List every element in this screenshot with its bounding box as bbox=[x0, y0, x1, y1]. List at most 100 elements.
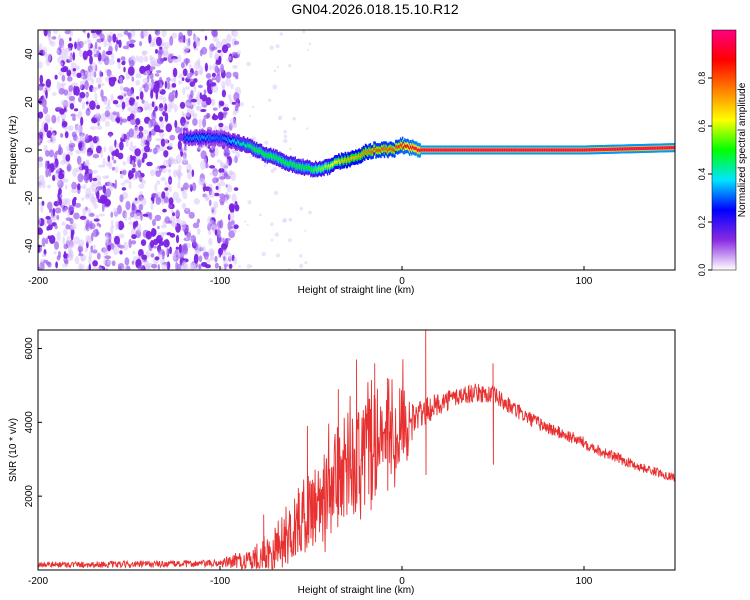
spectrogram-cell bbox=[267, 153, 270, 158]
spectrogram-noise-cell bbox=[51, 36, 57, 40]
spectrogram-noise-cell bbox=[142, 129, 149, 135]
spectrogram-noise-cell bbox=[113, 207, 119, 214]
spectrogram-noise-cell bbox=[215, 60, 222, 65]
x-tick-label: -200 bbox=[28, 276, 48, 287]
spectrogram-cell bbox=[342, 158, 344, 162]
spectrogram-noise-cell bbox=[68, 85, 74, 92]
spectrogram-noise-cell bbox=[52, 174, 56, 182]
spectrogram-noise-cell bbox=[163, 196, 169, 204]
spectrogram-noise-cell bbox=[219, 181, 226, 187]
spectrogram-noise-cell bbox=[98, 213, 105, 217]
spectrogram-noise-cell bbox=[45, 78, 52, 88]
spectrogram-noise-cell bbox=[175, 126, 181, 134]
spectrogram-cell bbox=[359, 154, 362, 158]
spectrogram-noise-cell bbox=[182, 86, 186, 96]
spectrogram-noise-cell bbox=[92, 153, 100, 159]
spectrogram-noise-cell bbox=[121, 92, 125, 96]
spectrogram-cell bbox=[363, 151, 365, 155]
spectrogram-cell bbox=[502, 148, 504, 152]
spectrogram-noise-cell bbox=[139, 91, 144, 100]
spectrogram-noise-cell bbox=[219, 201, 225, 206]
spectrogram-noise-cell bbox=[86, 49, 93, 57]
spectrogram-cell bbox=[206, 135, 209, 139]
spectrogram-noise-cell bbox=[142, 213, 149, 217]
spectrogram-trace bbox=[183, 129, 675, 178]
spectrogram-noise-cell bbox=[92, 249, 98, 254]
spectrogram-noise-cell bbox=[70, 113, 76, 117]
spectrogram-noise-cell bbox=[244, 220, 247, 223]
spectrogram-noise-cell bbox=[57, 115, 60, 123]
spectrogram-cell bbox=[304, 166, 306, 170]
spectrogram-noise-cell bbox=[131, 240, 137, 245]
spectrogram-noise-cell bbox=[304, 229, 307, 232]
x-tick-label: -200 bbox=[28, 576, 48, 587]
spectrogram-noise-cell bbox=[128, 216, 132, 221]
spectrogram-noise-cell bbox=[212, 107, 218, 111]
spectrogram-noise-cell bbox=[168, 92, 175, 102]
spectrogram-noise-cell bbox=[192, 118, 198, 126]
spectrogram-noise-cell bbox=[215, 73, 221, 84]
spectrogram-noise-cell bbox=[56, 214, 60, 220]
spectrogram-noise-cell bbox=[48, 149, 55, 158]
spectrogram-cell bbox=[333, 160, 336, 165]
y-tick-label: 20 bbox=[24, 96, 35, 108]
spectrogram-noise-cell bbox=[129, 39, 136, 43]
spectrogram-noise-cell bbox=[70, 62, 77, 69]
spectrogram-noise-cell bbox=[67, 43, 74, 49]
spectrogram-noise-cell bbox=[128, 128, 134, 138]
spectrogram-noise-cell bbox=[85, 165, 89, 174]
spectrogram-cell bbox=[443, 148, 445, 152]
spectrogram-noise-cell bbox=[179, 127, 183, 134]
spectrogram-noise-cell bbox=[288, 147, 292, 151]
spectrogram-noise-cell bbox=[222, 106, 230, 112]
spectrogram-noise-cell bbox=[99, 194, 107, 204]
spectrogram-noise-cell bbox=[136, 223, 142, 233]
spectrogram-noise-cell bbox=[225, 103, 229, 108]
spectrogram-noise-cell bbox=[68, 144, 74, 152]
spectrogram-cell bbox=[224, 136, 226, 141]
spectrogram-noise-cell bbox=[178, 80, 183, 85]
colorbar-tick-label: 0.2 bbox=[697, 216, 707, 229]
spectrogram-noise-cell bbox=[79, 49, 83, 58]
spectrogram-noise-cell bbox=[189, 184, 193, 189]
spectrogram-noise-cell bbox=[128, 43, 135, 48]
spectrogram-noise-cell bbox=[72, 51, 76, 61]
spectrogram-noise-cell bbox=[110, 243, 115, 250]
spectrogram-noise-cell bbox=[174, 93, 177, 99]
spectrogram-noise-cell bbox=[134, 197, 138, 201]
spectrogram-noise-cell bbox=[275, 253, 281, 258]
spectrogram-noise-cell bbox=[66, 235, 71, 245]
spectrogram-noise-cell bbox=[217, 236, 223, 243]
spectrogram-noise-cell bbox=[58, 88, 65, 95]
spectrogram-noise-cell bbox=[120, 56, 126, 61]
snr-series-line bbox=[38, 330, 675, 570]
spectrogram-noise-cell bbox=[211, 114, 219, 121]
spectrogram-noise-cell bbox=[86, 219, 90, 228]
spectrogram-noise-cell bbox=[108, 59, 115, 65]
spectrogram-noise-cell bbox=[117, 220, 125, 231]
spectrogram-noise-cell bbox=[191, 182, 197, 192]
spectrogram-noise-cell bbox=[129, 105, 136, 113]
spectrogram-noise-cell bbox=[230, 171, 237, 182]
spectrogram-cell bbox=[516, 148, 518, 152]
spectrogram-noise-cell bbox=[87, 39, 92, 48]
spectrogram-noise-cell bbox=[304, 261, 308, 265]
spectrogram-noise-cell bbox=[172, 169, 178, 178]
spectrogram-cell bbox=[345, 159, 348, 163]
spectrogram-noise-cell bbox=[89, 196, 96, 203]
spectrogram-noise-cell bbox=[183, 264, 189, 270]
spectrogram-noise-cell bbox=[122, 45, 129, 50]
spectrogram-noise-cell bbox=[161, 263, 168, 270]
spectrogram-noise-cell bbox=[307, 48, 310, 51]
spectrogram-noise-cell bbox=[123, 30, 129, 35]
spectrogram-noise-cell bbox=[95, 30, 102, 35]
x-tick-label: -100 bbox=[210, 276, 230, 287]
spectrogram-noise-cell bbox=[261, 251, 266, 257]
spectrogram-noise-cell bbox=[131, 260, 135, 265]
spectrogram-noise-cell bbox=[131, 204, 137, 215]
spectrogram-noise-cell bbox=[279, 32, 284, 36]
spectrogram-noise-cell bbox=[93, 203, 98, 209]
spectrogram-noise-cell bbox=[302, 30, 306, 34]
spectrogram-noise-cell bbox=[148, 34, 152, 44]
spectrogram-noise-cell bbox=[219, 100, 225, 107]
